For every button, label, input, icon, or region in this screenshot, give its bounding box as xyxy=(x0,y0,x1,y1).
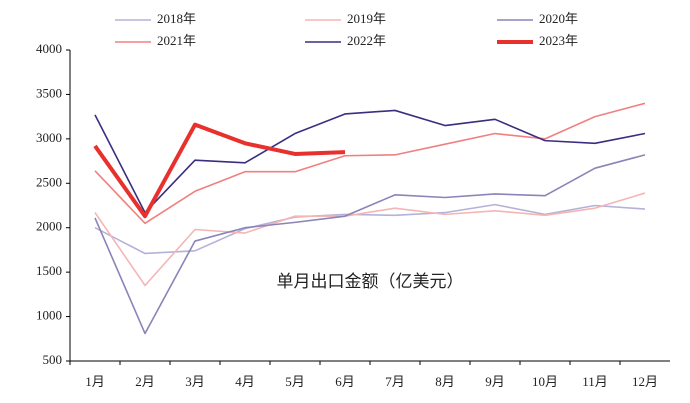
legend-label: 2023年 xyxy=(539,33,578,48)
legend-label: 2021年 xyxy=(157,33,196,48)
legend-label: 2020年 xyxy=(539,11,578,26)
x-tick-label: 1月 xyxy=(85,374,105,389)
x-tick-label: 12月 xyxy=(632,374,658,389)
x-tick-label: 5月 xyxy=(285,374,305,389)
x-tick-label: 3月 xyxy=(185,374,205,389)
y-tick-label: 3000 xyxy=(36,130,62,145)
series-line xyxy=(94,154,646,335)
x-tick-label: 4月 xyxy=(235,374,255,389)
x-tick-label: 10月 xyxy=(532,374,558,389)
legend-label: 2018年 xyxy=(157,11,196,26)
legend-label: 2022年 xyxy=(347,33,386,48)
x-tick-label: 7月 xyxy=(385,374,405,389)
series-line xyxy=(94,203,646,255)
x-tick-label: 11月 xyxy=(582,374,608,389)
series-line xyxy=(94,109,646,214)
y-tick-label: 500 xyxy=(43,352,63,367)
series-line xyxy=(94,102,646,225)
y-tick-label: 1500 xyxy=(36,263,62,278)
x-tick-label: 6月 xyxy=(335,374,355,389)
series-line xyxy=(93,122,346,219)
x-tick-label: 8月 xyxy=(435,374,455,389)
x-tick-label: 2月 xyxy=(135,374,155,389)
y-tick-label: 3500 xyxy=(36,85,62,100)
y-tick-label: 4000 xyxy=(36,41,62,56)
y-tick-label: 1000 xyxy=(36,308,62,323)
x-tick-label: 9月 xyxy=(485,374,505,389)
y-tick-label: 2000 xyxy=(36,219,62,234)
y-tick-label: 2500 xyxy=(36,174,62,189)
annotation: 单月出口金额（亿美元） xyxy=(277,272,464,292)
legend-label: 2019年 xyxy=(347,11,386,26)
series-line xyxy=(94,192,646,287)
